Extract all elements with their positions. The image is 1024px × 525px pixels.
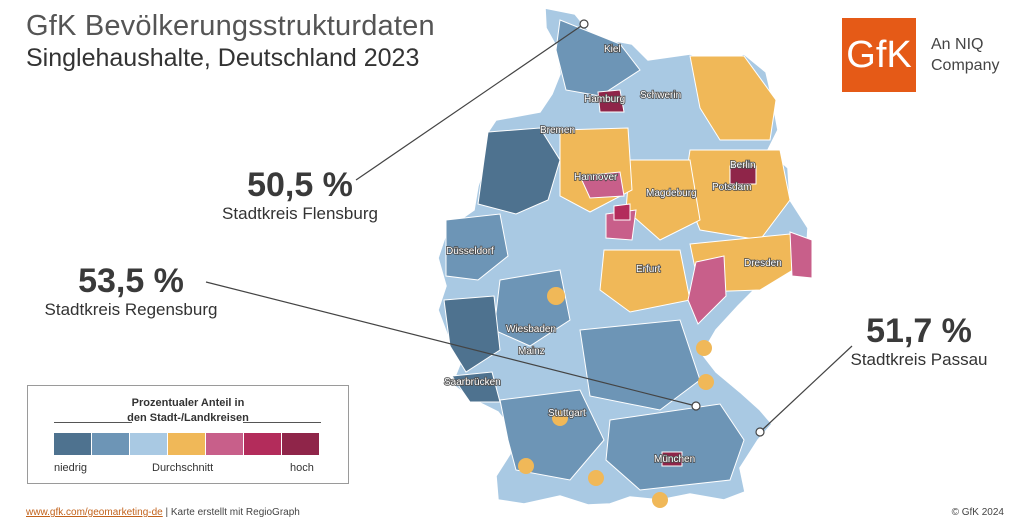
callout-lines [205,19,853,437]
callout-flensburg: 50,5 % Stadtkreis Flensburg [210,166,390,224]
callout-value: 53,5 % [78,262,184,300]
region-dresden-east [789,231,813,279]
region-thuringia [599,249,691,313]
district-yellow-7 [588,470,604,486]
region-saxony-anhalt [625,159,701,241]
map-title: GfK Bevölkerungsstrukturdaten [26,10,435,42]
copyright: © GfK 2024 [951,507,1004,518]
region-hannover [579,171,625,199]
leader-line-passau [759,345,853,433]
city-saarbruecken: Saarbrücken [444,377,501,388]
callout-value: 50,5 % [247,166,353,204]
map-subtitle: Singlehaushalte, Deutschland 2023 [26,44,420,72]
region-bw [499,389,605,481]
city-schwerin: Schwerin [640,90,681,101]
region-muenchen [661,451,683,467]
marker-passau [755,427,765,437]
footer-text: | Karte erstellt mit RegioGraph [162,507,300,518]
callout-regensburg: 53,5 % Stadtkreis Regensburg [36,262,226,320]
legend-swatch-3 [130,433,167,455]
legend-swatch-7 [282,433,319,455]
map-legend: Prozentualer Anteil in den Stadt-/Landkr… [27,385,349,484]
marker-regensburg [691,401,701,411]
city-berlin: Berlin [730,160,756,171]
callout-value: 51,7 % [866,312,972,350]
district-yellow-2 [552,410,568,426]
city-kiel: Kiel [604,44,621,55]
legend-arrow-right [243,422,321,423]
legend-arrow-left [54,422,132,423]
region-northwest [477,127,561,215]
region-bavaria-north [579,319,701,411]
district-yellow-5 [698,374,714,390]
city-bremen: Bremen [540,125,575,136]
logo-line-1: An NIQ [931,36,984,53]
district-yellow-6 [652,492,668,508]
leader-line-regensburg [205,281,697,407]
callout-label: Stadtkreis Passau [850,350,988,369]
callout-label: Stadtkreis Regensburg [44,300,218,319]
district-yellow-4 [696,340,712,356]
gfk-logo: GfK [842,18,916,92]
map-body [437,7,813,508]
legend-swatch-1 [54,433,91,455]
region-mv [689,55,777,141]
logo-tagline: An NIQ Company [931,34,999,76]
region-bavaria-south [605,403,745,491]
city-magdeburg: Magdeburg [646,188,697,199]
leader-line-flensburg [355,23,585,181]
geomarketing-link[interactable]: www.gfk.com/geomarketing-de [26,507,163,518]
legend-swatch-5 [206,433,243,455]
city-erfurt: Erfurt [636,264,661,275]
callout-label: Stadtkreis Flensburg [222,204,378,223]
city-dresden: Dresden [744,258,782,269]
legend-swatch-4 [168,433,205,455]
footer: www.gfk.com/geomarketing-de | Karte erst… [26,507,300,518]
logo-line-2: Company [931,57,1000,74]
city-wiesbaden: Wiesbaden [506,324,556,335]
city-duesseldorf: Düsseldorf [446,246,494,257]
city-potsdam: Potsdam [712,182,751,193]
city-hamburg: Hamburg [584,94,625,105]
city-stuttgart: Stuttgart [548,408,586,419]
region-berlin [729,165,757,185]
legend-low-label: niedrig [54,462,88,474]
region-magdeburg [613,203,631,221]
city-labels: Kiel Hamburg Schwerin Bremen Berlin Pots… [443,43,782,466]
region-chemnitz [687,255,727,325]
legend-swatch-6 [244,433,281,455]
legend-title-line-2: den Stadt-/Landkreisen [127,412,249,424]
legend-swatch-2 [92,433,129,455]
legend-high-label: hoch [290,462,314,474]
city-muenchen: München [654,454,695,465]
city-mainz: Mainz [518,346,545,357]
region-hamburg [597,89,625,113]
district-yellow-3 [518,458,534,474]
marker-flensburg [579,19,589,29]
legend-mid-label: Durchschnitt [152,462,214,474]
legend-title: Prozentualer Anteil in den Stadt-/Landkr… [28,396,348,426]
region-nrw-west [445,213,509,281]
legend-title-line-1: Prozentualer Anteil in [131,397,245,409]
district-yellow-1 [547,287,565,305]
callout-passau: 51,7 % Stadtkreis Passau [834,312,1004,370]
legend-swatches [54,433,320,455]
city-hannover: Hannover [574,172,618,183]
